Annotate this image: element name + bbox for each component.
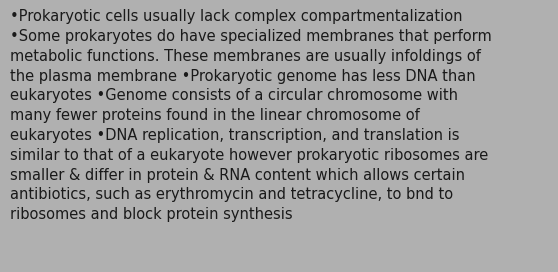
Text: •Prokaryotic cells usually lack complex compartmentalization
•Some prokaryotes d: •Prokaryotic cells usually lack complex … [11, 9, 492, 222]
